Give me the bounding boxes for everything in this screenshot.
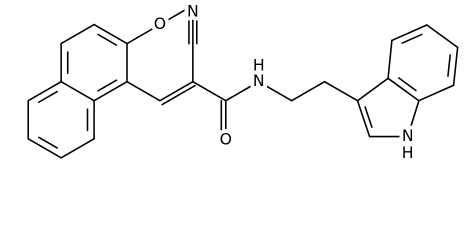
bond [356, 99, 371, 138]
bond [60, 23, 95, 45]
atom-label: N [402, 126, 414, 145]
bond [93, 23, 128, 45]
bond [97, 33, 118, 46]
bond [97, 79, 118, 92]
bond [387, 77, 420, 102]
bond [391, 24, 428, 42]
bond [356, 77, 389, 102]
bond [126, 80, 161, 102]
bond [27, 80, 62, 102]
bond [290, 80, 326, 102]
bond [225, 80, 260, 102]
structure: O N O N H N H [27, 0, 459, 166]
molecule-diagram: O N O N H N H [27, 0, 459, 166]
bond [126, 23, 161, 45]
bond [60, 80, 95, 102]
bonds [27, 4, 459, 159]
atom-label: O [220, 129, 232, 148]
bond [452, 46, 459, 87]
bond [37, 136, 58, 149]
bond [323, 80, 359, 102]
bond [159, 80, 194, 102]
bond [37, 90, 58, 104]
bond [397, 77, 417, 92]
bond [93, 80, 128, 102]
bond [192, 80, 227, 102]
bond [401, 33, 423, 44]
bond [27, 138, 62, 159]
atom-label: N [253, 71, 265, 90]
bond [426, 24, 459, 49]
bond [447, 54, 451, 78]
bond [60, 138, 95, 159]
bond [257, 80, 293, 102]
atom-label: N [187, 2, 199, 21]
atom-labels: O N O N H N H [150, 0, 418, 166]
atom-label: O [154, 14, 166, 33]
bond [161, 84, 196, 106]
atom-label: H [402, 143, 414, 162]
bond [364, 106, 373, 128]
atom-label: H [253, 56, 265, 75]
bond [159, 4, 194, 26]
bond [418, 84, 455, 102]
bond [406, 99, 420, 138]
bond [387, 39, 393, 80]
